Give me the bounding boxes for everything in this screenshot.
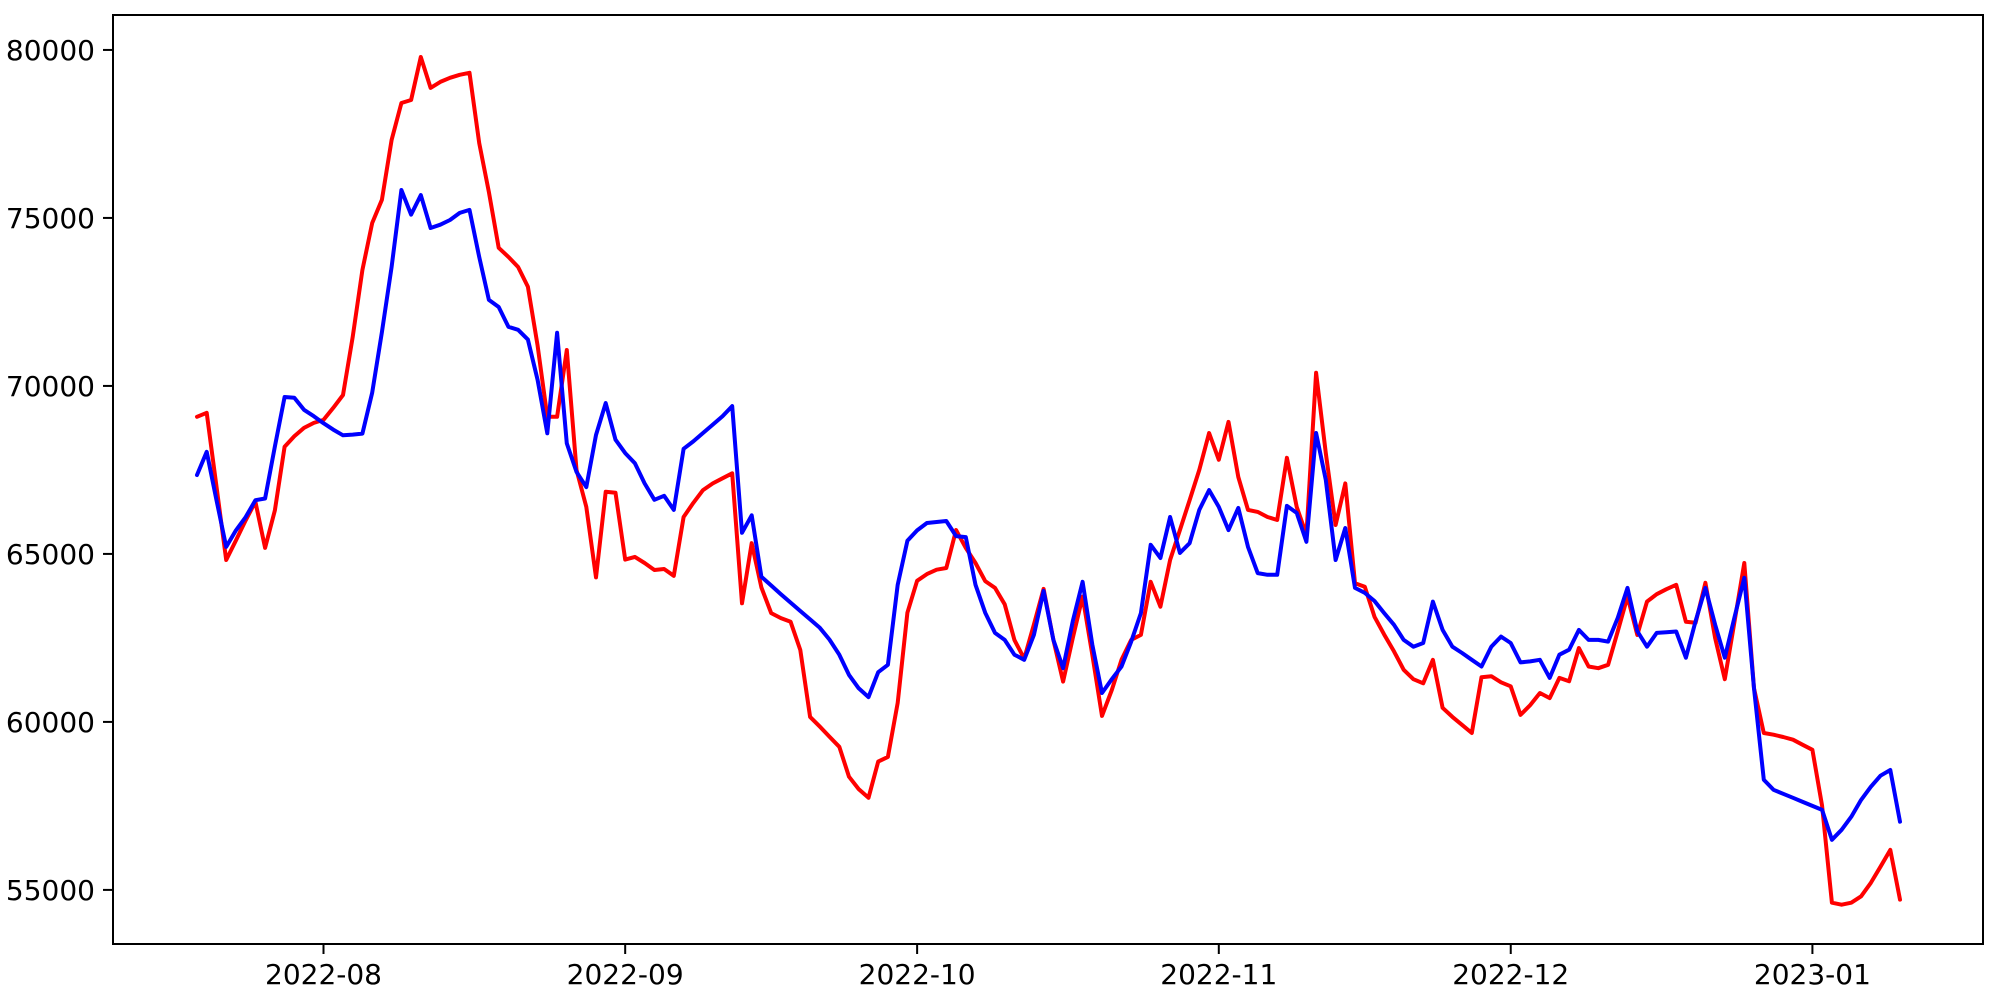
y-tick-label: 55000: [6, 874, 95, 907]
axes-spines: [112, 14, 1984, 945]
x-tick-label: 2022-09: [567, 958, 684, 991]
x-tick-label: 2022-11: [1160, 958, 1277, 991]
x-tick-label: 2022-10: [859, 958, 976, 991]
plot-area: [113, 15, 1983, 944]
plot-background: [113, 15, 1983, 944]
y-tick-label: 65000: [6, 538, 95, 571]
x-tick-label: 2022-08: [265, 958, 382, 991]
blue-series-line: [195, 188, 1902, 842]
axes-layer: [103, 14, 1984, 954]
x-tick-label: 2022-12: [1452, 958, 1569, 991]
labels-layer: 55000 60000 65000 70000 75000 80000 2022-08 202…: [6, 34, 1871, 991]
series-layer: [195, 55, 1902, 907]
y-tick-label: 80000: [6, 34, 95, 67]
x-tick-label: 2023-01: [1754, 958, 1871, 991]
y-tick-label: 70000: [6, 370, 95, 403]
y-tick-label: 75000: [6, 202, 95, 235]
y-tick-label: 60000: [6, 706, 95, 739]
